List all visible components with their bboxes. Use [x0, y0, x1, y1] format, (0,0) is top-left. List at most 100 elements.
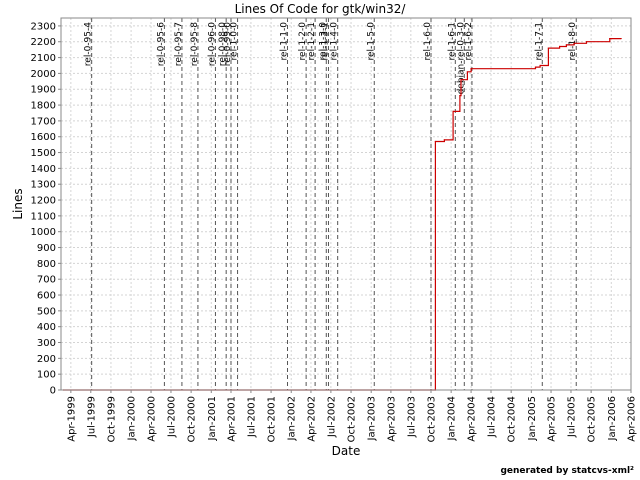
release-marker-label: rel-1-6-2 [464, 22, 474, 60]
release-marker-label: rel-1-8-0 [568, 22, 578, 61]
y-tick-label: 1200 [31, 196, 56, 207]
loc-data-point [620, 37, 622, 40]
release-marker-label: rel-1-0-0 [230, 22, 240, 61]
y-tick-label: 100 [37, 370, 56, 381]
grid [61, 18, 632, 391]
y-tick-label: 2000 [31, 69, 56, 80]
x-tick-label: Oct-2002 [347, 396, 358, 442]
y-axis: 0 100 200 300 400 500 600 700 800 900 1000 1100 1200… [31, 21, 61, 397]
loc-data-point [585, 41, 588, 43]
release-marker-label: rel-0-98-0 [218, 22, 228, 66]
loc-data-point [565, 44, 567, 46]
x-tick-label: Apr-2005 [547, 396, 558, 442]
x-tick-label: Jul-2002 [326, 396, 337, 438]
x-tick-label: Jan-2004 [447, 396, 458, 441]
release-marker-label: rel-1-6-0 [423, 22, 433, 61]
loc-data-point [609, 37, 611, 40]
y-tick-label: 1300 [31, 180, 56, 191]
loc-data-point [452, 110, 454, 112]
x-tick-label: Oct-2003 [426, 396, 437, 442]
x-tick-label: Jul-2004 [487, 396, 498, 438]
y-tick-label: 2200 [31, 37, 56, 48]
release-marker-label: rel-0-99-0 [223, 22, 233, 66]
y-tick-label: 800 [37, 259, 56, 270]
x-tick-label: Jan-2001 [207, 396, 218, 441]
loc-data-point [539, 64, 541, 67]
loc-data-point [573, 42, 575, 44]
loc-data-point [470, 68, 472, 70]
loc-data-point [443, 139, 445, 141]
x-tick-label: Jul-2005 [566, 396, 577, 438]
y-tick-label: 1800 [31, 101, 56, 112]
x-tick-label: Jan-2000 [127, 396, 138, 441]
y-axis-label: Lines [11, 188, 25, 219]
release-marker-label: rel-1-7-1 [534, 22, 544, 60]
x-tick-label: Jul-2003 [406, 396, 417, 438]
y-tick-label: 500 [37, 306, 56, 317]
y-tick-label: 1000 [31, 227, 56, 238]
release-marker-label: rel-0-96-0 [207, 22, 217, 66]
loc-series-line [63, 38, 622, 391]
x-tick-label: Apr-2003 [386, 396, 397, 442]
x-tick-label: Oct-1999 [106, 396, 117, 442]
x-tick-label: Apr-2002 [306, 396, 317, 442]
x-tick-label: Jan-2005 [527, 396, 538, 441]
x-tick-label: Apr-2001 [226, 396, 237, 442]
x-tick-label: Apr-1999 [66, 396, 77, 442]
release-marker-label: rel-1-2-1 [307, 22, 317, 60]
x-tick-label: Jan-2006 [607, 396, 618, 441]
chart-title: Lines Of Code for gtk/win32/ [235, 2, 407, 16]
y-tick-label: 300 [37, 338, 56, 349]
x-axis: Apr-1999 Jul-1999 Oct-1999 Jan-2000 Apr-2000… [66, 390, 638, 442]
release-marker-label: rel-1-3-1 [320, 22, 330, 60]
y-tick-label: 900 [37, 243, 56, 254]
release-marker-label: rel-1-5-0 [366, 22, 376, 61]
footer-credit: generated by statcvs-xml² [500, 466, 634, 476]
y-tick-label: 1400 [31, 164, 56, 175]
x-tick-label: Oct-2004 [507, 396, 518, 442]
y-tick-label: 2300 [31, 21, 56, 32]
x-tick-label: Jul-2000 [166, 396, 177, 438]
y-tick-label: 1700 [31, 116, 56, 127]
release-marker-label: rel-0-95-8 [190, 22, 200, 66]
release-marker-label: rel-0-95-7 [174, 22, 184, 66]
release-marker-label: rel-0-95-4 [84, 22, 94, 66]
y-tick-label: 1100 [31, 211, 56, 222]
x-tick-label: Apr-2000 [147, 396, 158, 442]
y-tick-label: 1900 [31, 85, 56, 96]
y-tick-label: 0 [50, 386, 56, 397]
release-marker-label: rel-1-2-0 [298, 22, 308, 61]
x-tick-label: Jul-1999 [86, 396, 97, 438]
y-tick-label: 400 [37, 322, 56, 333]
loc-data-point [460, 79, 462, 81]
release-marker-label: rel-0-95-6 [156, 22, 166, 66]
x-tick-label: Oct-2005 [587, 396, 598, 442]
loc-data-point [466, 71, 468, 73]
release-marker-label: rel-1-6-1 [447, 22, 457, 60]
loc-data-point [459, 94, 461, 97]
y-tick-label: 1500 [31, 148, 56, 159]
x-tick-label: Jan-2002 [287, 396, 298, 441]
loc-data-point [558, 45, 561, 48]
y-tick-label: 600 [37, 291, 56, 302]
y-tick-label: 1600 [31, 132, 56, 143]
x-tick-label: Oct-2000 [187, 396, 198, 442]
release-markers: rel-0-95-4 rel-0-95-6 rel-0-95-7 rel-0-95-8… [84, 18, 578, 390]
y-tick-label: 700 [37, 275, 56, 286]
x-tick-label: Apr-2006 [627, 396, 638, 442]
release-marker-label: rel-1-4-0 [330, 22, 340, 61]
loc-data-point [434, 140, 436, 143]
y-tick-label: 2100 [31, 53, 56, 64]
release-marker-label: rel-1-3-0 [318, 22, 328, 61]
x-axis-label: Date [332, 444, 361, 458]
y-tick-label: 200 [37, 354, 56, 365]
x-tick-label: Jan-2003 [367, 396, 378, 441]
release-marker-label: debian-rel-0-3-0 [456, 22, 466, 95]
loc-data-point [547, 47, 550, 49]
release-marker-label: rel-1-1-0 [280, 22, 290, 61]
x-tick-label: Oct-2001 [267, 396, 278, 442]
x-tick-label: Jul-2001 [246, 396, 257, 438]
plot-frame [60, 17, 632, 391]
x-tick-label: Apr-2004 [467, 396, 478, 442]
